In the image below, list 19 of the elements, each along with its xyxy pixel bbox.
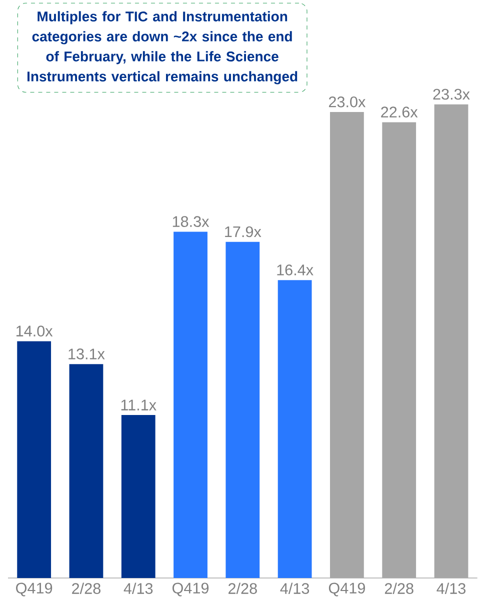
x-tick-label: Q419 (172, 582, 209, 596)
data-label: 18.3x (172, 216, 210, 227)
data-label: 16.4x (277, 264, 314, 276)
x-tick-label: 4/13 (436, 582, 466, 594)
x-tick-label: 4/13 (280, 582, 310, 594)
data-label: 22.6x (381, 106, 418, 118)
data-label: 11.1x (121, 400, 156, 410)
data-label: 17.9x (225, 226, 262, 238)
x-tick-label: Q419 (328, 582, 365, 596)
data-label: 13.1x (68, 348, 105, 360)
x-tick-label: 2/28 (384, 582, 414, 594)
x-tick-label: Q419 (16, 582, 52, 596)
x-tick-label: 4/13 (124, 582, 153, 594)
data-label: 23.3x (433, 88, 470, 100)
x-tick-label: 2/28 (72, 582, 100, 594)
data-label: 23.0x (328, 96, 366, 108)
x-tick-label: 2/28 (228, 582, 257, 594)
data-label: 14.0x (16, 326, 53, 336)
annotation: Multiples for TIC and Instrumentation categories are down ~2x since the end of February, while the Life Science Instruments vertical remains unchanged (28, 11, 298, 84)
